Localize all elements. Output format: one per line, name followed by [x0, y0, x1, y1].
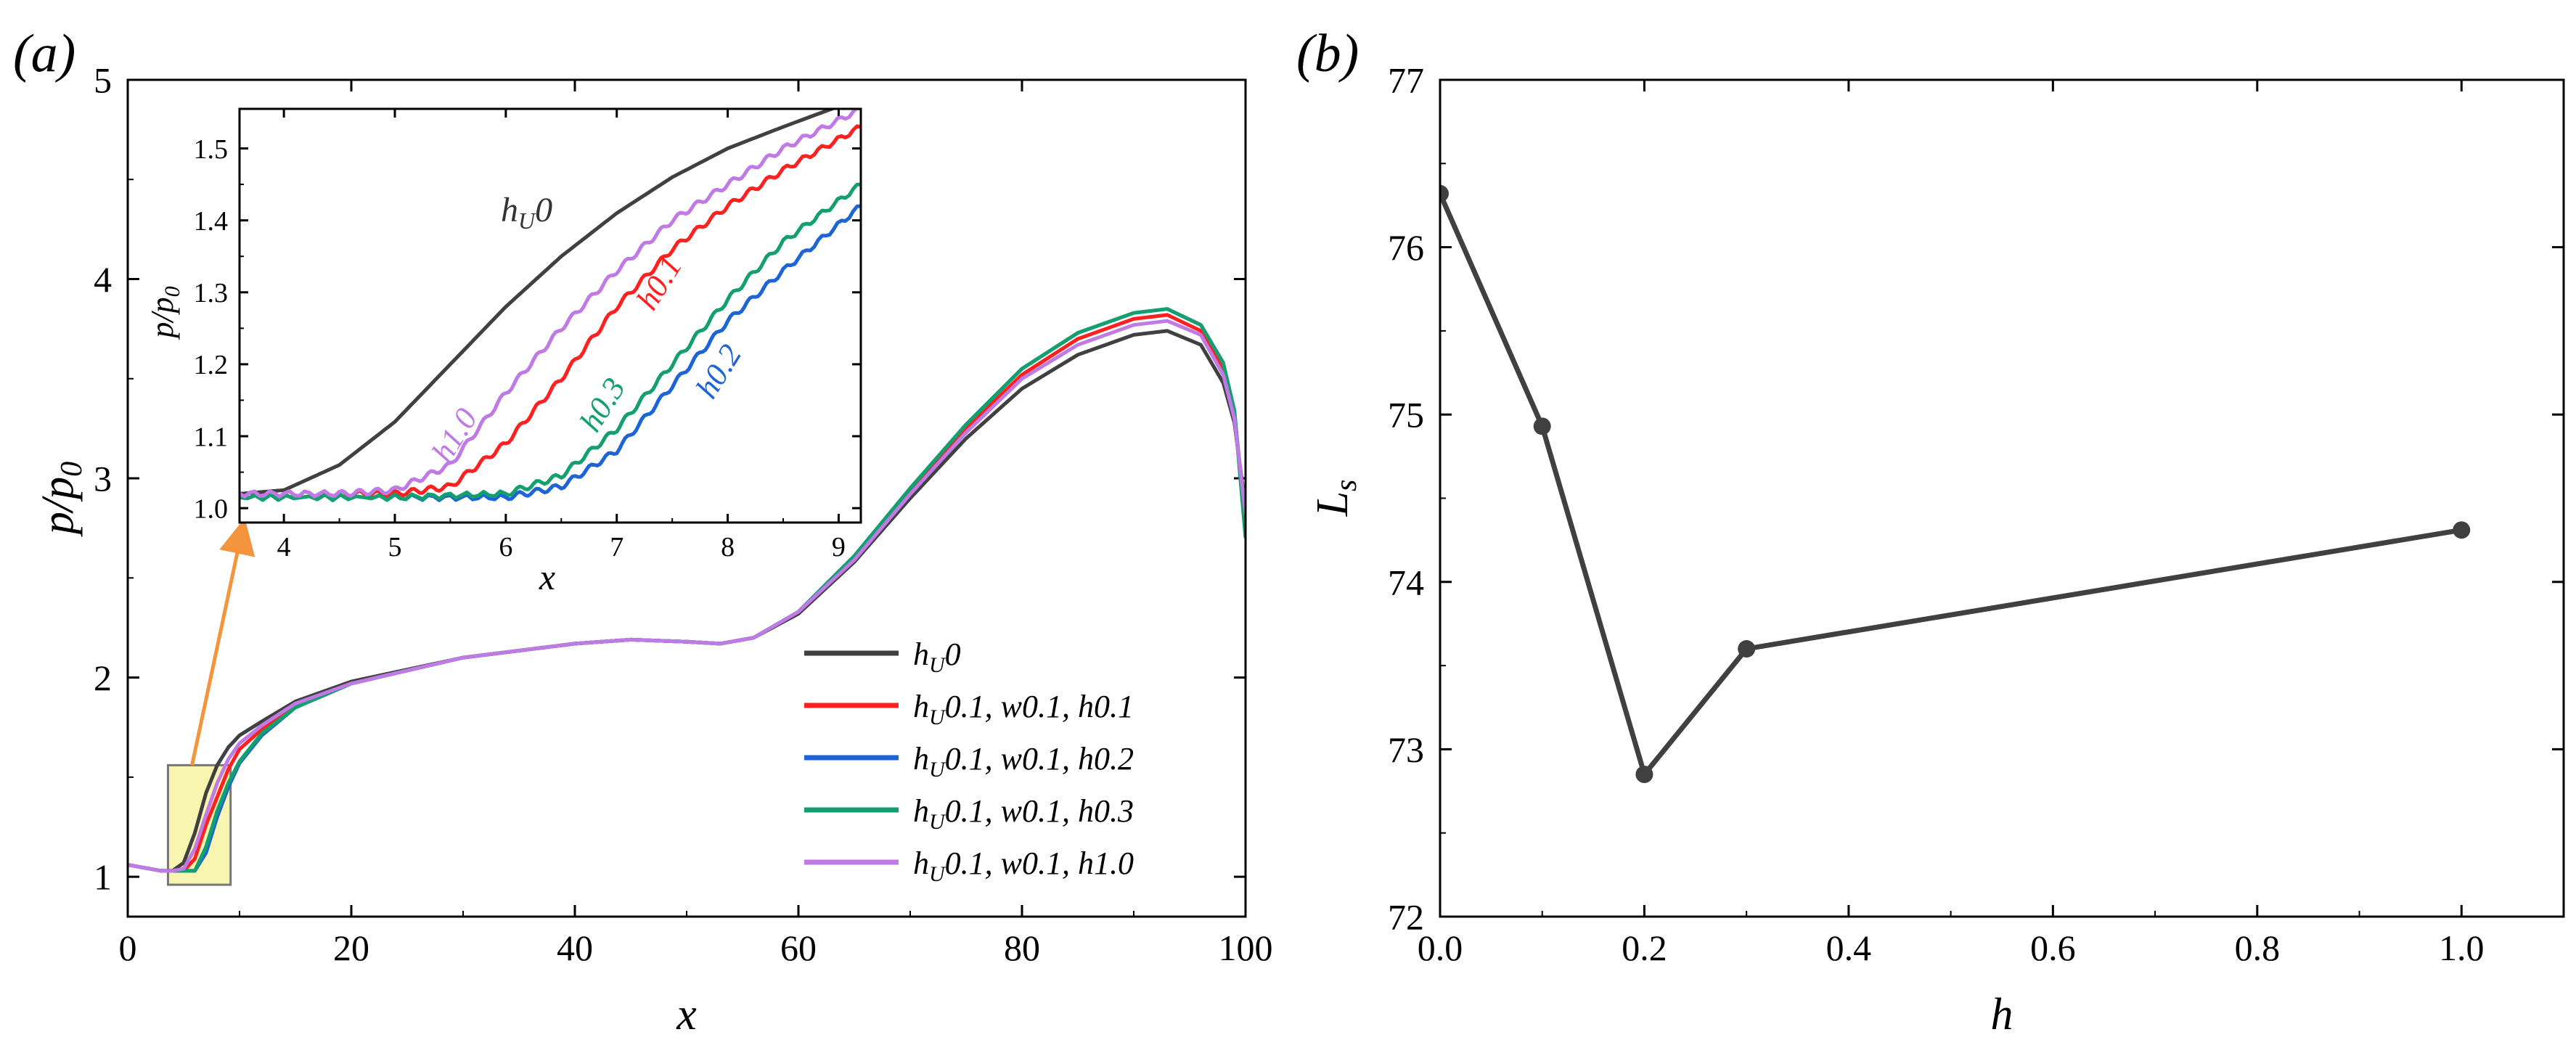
data-point [2453, 521, 2471, 539]
legend-entry: hU0.1, w0.1, h0.2 [913, 741, 1134, 782]
zoom-arrow [190, 517, 255, 766]
x-tick-label: 8 [721, 532, 735, 562]
x-tick-label: 40 [557, 928, 593, 968]
x-tick-label: 7 [610, 532, 623, 562]
x-tick-label: 60 [780, 928, 817, 968]
y-tick-label: 73 [1388, 729, 1424, 770]
data-point [1738, 640, 1756, 658]
y-tick-label: 1.3 [194, 278, 229, 308]
panel-a-label: (a) [13, 24, 75, 83]
legend: hU0 hU0.1, w0.1, h0.1 hU0.1, w0.1, h0.2 hU0… [804, 636, 1134, 886]
legend-entry: hU0.1, w0.1, h1.0 [913, 845, 1134, 886]
x-tick-label: 0.0 [1418, 928, 1463, 968]
inset-series-line-hU0 [240, 109, 838, 496]
x-tick-label: 0.6 [2030, 928, 2076, 968]
y-tick-label: 1.4 [194, 206, 229, 237]
y-tick-label: 4 [94, 259, 112, 300]
y-tick-label: 1.2 [194, 350, 229, 380]
legend-entry: hU0.1, w0.1, h0.3 [913, 793, 1134, 834]
inset-ylabel: p/p0 [144, 286, 184, 340]
series-line-hU0.1, w0.1, h1.0 [128, 319, 1246, 873]
panel-b-label: (b) [1296, 24, 1359, 83]
inset-series-line-h0.1 [240, 124, 861, 499]
series-line-Ls [1440, 192, 2462, 777]
panel-a-ylabel: p/p0 [33, 462, 89, 537]
x-tick-label: 80 [1004, 928, 1040, 968]
x-tick-label: 5 [388, 532, 402, 562]
panel-b-ylabel: Ls [1308, 480, 1363, 517]
panel-a-xlabel: x [676, 990, 697, 1039]
x-tick-label: 0.2 [1622, 928, 1667, 968]
panel-b-frame [1439, 78, 2565, 918]
panel-b-xlabel: h [1991, 990, 2013, 1039]
y-tick-label: 72 [1388, 897, 1424, 938]
x-tick-label: 4 [277, 532, 291, 562]
x-tick-label: 9 [832, 532, 846, 562]
y-tick-label: 75 [1388, 395, 1424, 435]
x-tick-label: 20 [333, 928, 369, 968]
y-tick-label: 1 [94, 857, 112, 898]
y-tick-label: 3 [94, 459, 112, 499]
y-tick-label: 2 [94, 658, 112, 698]
inset-background [240, 109, 861, 523]
y-tick-label: 1.5 [194, 134, 229, 165]
inset-frame [238, 107, 862, 524]
y-tick-label: 5 [94, 60, 112, 101]
x-tick-label: 1.0 [2439, 928, 2485, 968]
inset-xlabel: x [539, 557, 555, 597]
data-point [1440, 184, 1449, 202]
x-tick-label: 0.4 [1826, 928, 1872, 968]
panel-a-frame [126, 78, 1247, 918]
x-tick-label: 0.8 [2235, 928, 2281, 968]
y-tick-label: 76 [1388, 227, 1424, 268]
y-tick-label: 1.1 [194, 422, 229, 452]
x-tick-label: 100 [1219, 928, 1273, 968]
x-tick-label: 0 [119, 928, 137, 968]
legend-entry: hU0.1, w0.1, h0.1 [913, 689, 1134, 729]
legend-entry: hU0 [913, 636, 961, 677]
x-tick-label: 6 [499, 532, 512, 562]
data-point [1533, 417, 1551, 435]
inset-series-line-h1.0 [240, 109, 861, 499]
data-point [1635, 765, 1653, 783]
y-tick-label: 74 [1388, 562, 1424, 602]
inset-series-line-h0.3 [240, 182, 861, 502]
y-tick-label: 77 [1388, 60, 1424, 101]
y-tick-label: 1.0 [194, 494, 229, 524]
